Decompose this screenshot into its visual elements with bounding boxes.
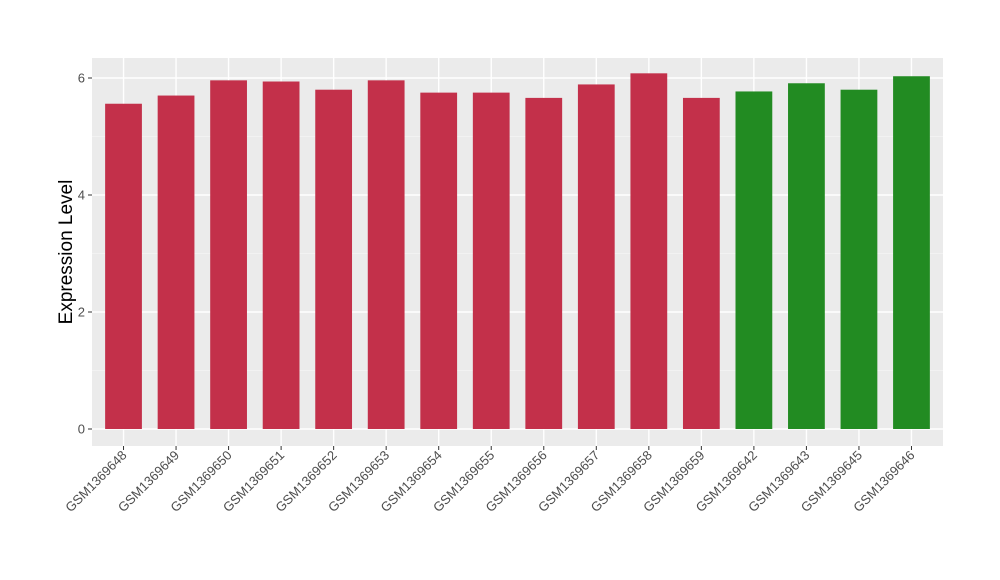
y-tick-label: 0 [78,422,85,437]
bars [105,73,930,430]
bar-GSM1369645 [840,89,878,429]
x-axis: GSM1369648GSM1369649GSM1369650GSM1369651… [62,446,918,515]
bar-GSM1369657 [577,84,615,429]
bar-GSM1369653 [367,80,405,429]
bar-GSM1369643 [788,83,825,429]
y-axis-title: Expression Level [56,180,77,325]
y-axis: 0 2 4 6 [78,71,92,437]
bar-GSM1369659 [682,97,720,429]
bar-GSM1369652 [315,89,353,429]
bar-GSM1369655 [472,92,510,429]
bar-GSM1369651 [262,81,300,429]
bar-GSM1369649 [157,95,195,430]
bar-GSM1369642 [735,91,773,429]
y-tick-label: 4 [78,188,85,203]
y-tick-label: 2 [78,305,85,320]
bar-GSM1369656 [525,97,563,429]
bar-GSM1369658 [630,73,668,429]
bar-GSM1369654 [420,92,458,429]
bar-GSM1369646 [893,76,930,430]
bar-GSM1369648 [105,103,142,430]
bar-GSM1369650 [210,80,247,429]
y-tick-label: 6 [78,71,85,86]
